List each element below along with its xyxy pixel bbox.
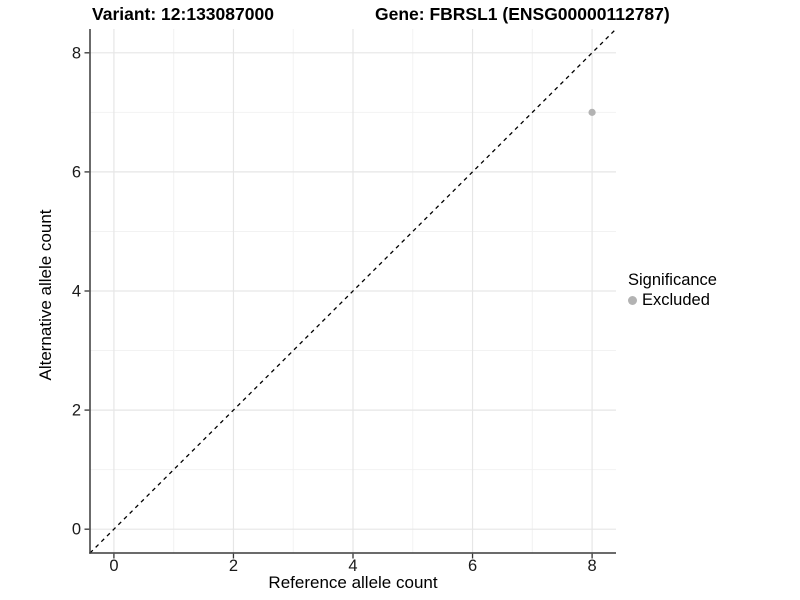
identity-line [89, 28, 617, 554]
x-tick-label: 4 [348, 557, 357, 575]
data-point [588, 108, 596, 116]
identity-line-group [89, 28, 617, 554]
y-tick-label: 6 [72, 163, 81, 181]
x-tick-label: 8 [587, 557, 596, 575]
x-tick-label: 6 [468, 557, 477, 575]
tick-marks-group [84, 52, 593, 559]
x-tick-label: 2 [229, 557, 238, 575]
y-tick-label: 0 [72, 521, 81, 539]
gene-title: Gene: FBRSL1 (ENSG00000112787) [375, 4, 670, 24]
legend-title: Significance [628, 271, 717, 289]
y-tick-label: 4 [72, 283, 81, 301]
variant-title: Variant: 12:133087000 [92, 4, 274, 24]
legend-entry-label: Excluded [642, 291, 710, 309]
x-tick-label: 0 [109, 557, 118, 575]
data-points-group [588, 108, 596, 116]
y-tick-label: 2 [72, 402, 81, 420]
y-axis-title: Alternative allele count [36, 209, 55, 381]
y-tick-label: 8 [72, 44, 81, 62]
legend-point-icon [628, 296, 637, 305]
tick-labels-group: 0 2 4 6 8 0 2 4 6 8 [72, 44, 597, 575]
axes-group [89, 29, 616, 554]
legend-entry-excluded: Excluded [628, 291, 717, 310]
x-axis-title: Reference allele count [268, 573, 438, 592]
legend: Significance Excluded [628, 271, 717, 310]
